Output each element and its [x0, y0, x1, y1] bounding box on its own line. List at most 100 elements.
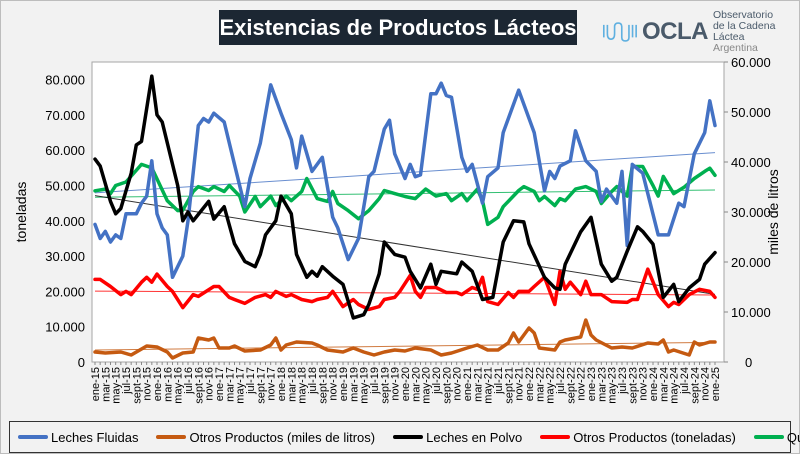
x-tick-label: nov-24 [700, 367, 712, 401]
x-tick-label: jul-22 [555, 367, 567, 395]
x-tick-label: nov-19 [390, 367, 402, 401]
y-tick-label: 70.000 [45, 108, 85, 123]
left-axis-ticks: 0 10.000 20.000 30.000 40.000 50.000 60.000 70.… [45, 73, 85, 370]
legend-swatch [540, 435, 571, 439]
x-tick-label: ene-22 [524, 367, 536, 401]
x-tick-label: nov-16 [204, 367, 216, 401]
y-axis-label: toneladas [13, 182, 29, 243]
y2-axis-label: miles de litros [765, 169, 781, 255]
legend-swatch [156, 435, 187, 439]
y2-tick-label: 30.000 [731, 205, 771, 220]
x-tick-label: may-19 [359, 367, 371, 404]
x-tick-label: mar-22 [534, 367, 546, 402]
y2-tick-label: 60.000 [731, 55, 771, 70]
legend-label: Otros Productos (miles de litros) [189, 429, 376, 445]
y2-tick-label: 10.000 [731, 305, 771, 320]
x-tick-label: sept-23 [627, 367, 639, 404]
x-tick-label: ene-20 [400, 367, 412, 401]
x-tick-label: nov-18 [328, 367, 340, 401]
x-tick-label: may-16 [173, 367, 185, 404]
x-tick-label: mar-16 [162, 367, 174, 402]
legend-swatch [393, 435, 424, 439]
x-tick-label: jul-19 [369, 367, 381, 395]
y2-tick-label: 0 [745, 355, 752, 370]
series-line-4 [93, 162, 717, 227]
x-tick-label: may-22 [545, 367, 557, 404]
y-tick-label: 60.000 [45, 143, 85, 158]
x-tick-label: ene-17 [214, 367, 226, 401]
y-tick-label: 0 [78, 355, 85, 370]
x-tick-label: may-20 [421, 367, 433, 404]
x-tick-label: ene-16 [152, 367, 164, 401]
x-tick-label: nov-23 [638, 367, 650, 401]
x-tick-label: jul-23 [617, 367, 629, 395]
legend-label: Quesos [786, 429, 800, 445]
x-tick-label: sept-21 [503, 367, 515, 404]
x-tick-label: mar-19 [348, 367, 360, 402]
wave-icon [602, 22, 637, 42]
y-tick-label: 10.000 [45, 320, 85, 335]
logo-subtitle: Observatorio de la Cadena Láctea Argenti… [713, 10, 800, 54]
x-tick-label: ene-24 [648, 367, 660, 401]
x-tick-label: mar-21 [472, 367, 484, 402]
x-tick-label: sept-16 [193, 367, 205, 404]
ocla-logo: OCLA Observatorio de la Cadena Láctea Ar… [602, 10, 800, 54]
x-tick-label: nov-17 [266, 367, 278, 401]
legend-item: Otros Productos (miles de litros) [156, 430, 375, 445]
x-tick-label: sept-19 [379, 367, 391, 404]
y2-tick-label: 40.000 [731, 155, 771, 170]
legend-swatch [18, 435, 48, 439]
x-tick-label: jul-20 [431, 367, 443, 395]
x-tick-label: may-17 [235, 367, 247, 404]
legend-item: Leches Fluidas [18, 430, 138, 445]
legend-item: Otros Productos (toneladas) [540, 430, 736, 445]
legend-label: Leches Fluidas [51, 429, 139, 445]
x-tick-label: ene-23 [586, 367, 598, 401]
x-tick-label: jul-15 [121, 367, 133, 395]
x-tick-label: ene-25 [710, 367, 722, 401]
right-axis-ticks: 0 10.000 20.000 30.000 40.000 50.000 60.000 [724, 55, 771, 370]
trendline-3 [94, 290, 716, 296]
x-tick-label: jul-21 [493, 367, 505, 395]
y-tick-label: 20.000 [45, 284, 85, 299]
y2-tick-label: 20.000 [731, 255, 771, 270]
x-tick-label: jul-24 [679, 367, 691, 395]
series-line-1 [93, 318, 717, 360]
x-tick-label: sept-18 [317, 367, 329, 404]
x-tick-label: may-21 [483, 367, 495, 404]
y-tick-label: 80.000 [45, 73, 85, 88]
x-tick-label: nov-22 [576, 367, 588, 401]
x-tick-label: jul-18 [307, 367, 319, 395]
legend-label: Leches en Polvo [426, 429, 523, 445]
x-tick-label: sept-20 [441, 367, 453, 404]
y-tick-label: 40.000 [45, 214, 85, 229]
x-tick-label: mar-24 [658, 367, 670, 402]
legend-swatch [753, 435, 784, 439]
x-tick-label: mar-20 [410, 367, 422, 402]
x-tick-label: sept-15 [131, 367, 143, 404]
x-tick-label: may-23 [607, 367, 619, 404]
series-line-3 [93, 267, 717, 312]
x-tick-label: mar-18 [286, 367, 298, 402]
line-chart: 0 10.000 20.000 30.000 40.000 50.000 60.000 70.… [13, 55, 781, 404]
x-axis: ene-15mar-15may-15jul-15sept-15nov-15ene… [90, 362, 722, 404]
logo-line2: de la Cadena Láctea [712, 20, 776, 43]
y-tick-label: 50.000 [45, 179, 85, 194]
y2-tick-label: 50.000 [731, 105, 771, 120]
logo-line3: Argentina [712, 42, 758, 54]
x-tick-label: nov-20 [452, 367, 464, 401]
x-tick-label: sept-22 [565, 367, 577, 404]
legend-item: Quesos [753, 429, 800, 445]
y-tick-label: 30.000 [45, 249, 85, 264]
x-tick-label: ene-15 [90, 367, 102, 401]
x-tick-label: jul-17 [245, 367, 257, 395]
x-tick-label: ene-18 [276, 367, 288, 401]
x-tick-label: nov-21 [514, 367, 526, 401]
x-tick-label: nov-15 [142, 367, 154, 401]
chart-title: Existencias de Productos Lácteos [219, 10, 577, 45]
x-tick-label: mar-15 [100, 367, 112, 402]
logo-line1: Observatorio [712, 9, 774, 21]
x-tick-label: may-18 [297, 367, 309, 404]
series-line-2 [93, 74, 717, 320]
x-tick-label: ene-19 [338, 367, 350, 401]
